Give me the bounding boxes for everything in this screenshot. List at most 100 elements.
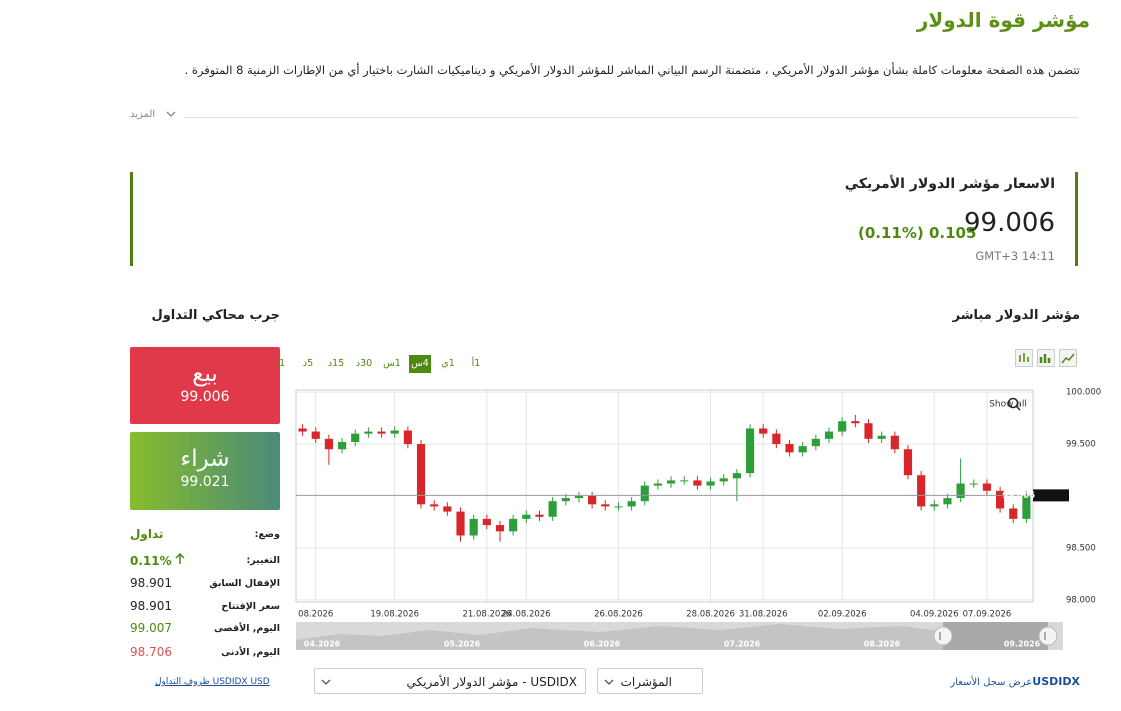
candle-body xyxy=(522,514,531,519)
stat-value: 99.007 xyxy=(130,621,172,635)
more-toggle[interactable]: المزيد xyxy=(130,109,176,120)
candle-body xyxy=(745,428,755,474)
candle-body xyxy=(943,498,952,505)
candle-body xyxy=(390,430,399,434)
y-tick-label: 99.500 xyxy=(1066,440,1096,450)
stat-label: اليوم, الأقصى xyxy=(213,623,280,634)
chart-type-icons[interactable] xyxy=(1015,349,1077,369)
navigator-label: 08.2026 xyxy=(864,640,901,649)
candle-body xyxy=(667,480,676,484)
candle-body xyxy=(377,431,386,434)
candle-body xyxy=(838,421,847,432)
buy-price: 99.021 xyxy=(180,474,230,490)
candle-body xyxy=(298,428,307,432)
candle-body xyxy=(824,431,834,439)
candle-body xyxy=(351,433,360,442)
candle-body xyxy=(917,475,926,507)
navigator-handle[interactable] xyxy=(933,626,953,646)
candle-body xyxy=(956,483,965,499)
candle-body xyxy=(930,504,939,507)
up-arrow xyxy=(175,552,185,564)
category-select[interactable]: المؤشرات xyxy=(597,668,703,694)
history-label: عرض سجل الأسعار xyxy=(950,677,1033,688)
candle-body xyxy=(719,478,728,482)
navigator-label: 04.2026 xyxy=(304,640,341,649)
candle-body xyxy=(403,430,412,445)
navigator-handle[interactable] xyxy=(1038,626,1058,646)
candle-body xyxy=(456,511,465,536)
category-label: المؤشرات xyxy=(620,675,672,689)
x-tick-label: 31.08.2026 xyxy=(739,610,788,620)
stat-row: سعر الإفتتاح 98.901 xyxy=(130,599,280,619)
candle-body xyxy=(903,449,913,476)
chevron xyxy=(604,679,614,685)
candle-body xyxy=(601,504,610,507)
candle-body xyxy=(996,490,1005,509)
buy-button[interactable]: شراء 99.021 xyxy=(130,432,280,510)
stat-label: الإقفال السابق xyxy=(209,578,280,589)
x-tick-label: 07.09.2026 xyxy=(963,610,1012,620)
timeframe-button[interactable]: 1ي xyxy=(441,358,455,369)
history-link[interactable]: USDIDXعرض سجل الأسعار xyxy=(950,675,1080,688)
candle-body xyxy=(443,506,452,512)
x-tick-label: 02.09.2026 xyxy=(818,610,867,620)
stat-value: 98.706 xyxy=(130,645,172,659)
last-price-label: 99.006 xyxy=(1002,491,1035,501)
candle-body xyxy=(640,485,649,502)
stat-label: التغيير: xyxy=(246,555,280,566)
stat-label: سعر الإفتتاح xyxy=(221,601,280,612)
candle-body xyxy=(469,518,478,536)
candle-body xyxy=(614,506,623,508)
stat-value: 98.901 xyxy=(130,576,172,590)
timeframe-button[interactable]: 1أ xyxy=(471,358,481,369)
candle-body xyxy=(732,473,741,479)
stat-row: وضع: تداول xyxy=(130,527,280,547)
candle-body xyxy=(864,423,873,439)
candle-body xyxy=(969,483,978,485)
navigator-label: 06.2026 xyxy=(584,640,621,649)
candle-body xyxy=(324,438,333,450)
timeframe-button[interactable]: 15د xyxy=(327,358,345,369)
page-title: مؤشر قوة الدولار xyxy=(916,8,1090,32)
sell-button[interactable]: بيع 99.006 xyxy=(130,347,280,424)
stat-row: اليوم, الأقصى 99.007 xyxy=(130,621,280,641)
stat-value: 98.901 xyxy=(130,599,172,613)
x-tick-label: 28.08.2026 xyxy=(686,610,735,620)
quote-box: الاسعار مؤشر الدولار الأمريكي 99.006 (0.… xyxy=(130,172,1078,266)
candle-body xyxy=(430,504,439,507)
candle-body xyxy=(1022,495,1031,519)
stat-label: وضع: xyxy=(254,529,280,540)
candle-body xyxy=(416,444,426,505)
x-tick-label: 24.08.2026 xyxy=(502,610,551,620)
candle-body xyxy=(759,428,768,434)
timeframe-button[interactable]: 1س xyxy=(383,358,401,369)
x-tick-label: 08.2026 xyxy=(298,610,333,620)
instrument-select[interactable]: USDIDX - مؤشر الدولار الأمريكي xyxy=(314,668,586,694)
candle-body xyxy=(482,518,491,526)
navigator-window xyxy=(943,622,1048,650)
timeframe-button[interactable]: 30د xyxy=(355,358,373,369)
change-value: 0.105 xyxy=(928,224,977,242)
timeframe-button[interactable]: 5د xyxy=(302,358,314,369)
timeframes: 1أ 1ي 4س 1س 30د 15د 5د 1د xyxy=(263,351,487,373)
candle-body xyxy=(1009,508,1018,519)
candle-body xyxy=(509,518,518,532)
navigator-label: 05.2026 xyxy=(444,640,481,649)
candle-body xyxy=(877,435,886,439)
candle-body xyxy=(706,481,715,486)
divider xyxy=(185,117,1078,118)
stat-label: اليوم, الأدنى xyxy=(221,647,280,658)
quote-title: الاسعار مؤشر الدولار الأمريكي xyxy=(844,176,1055,192)
timeframe-button[interactable]: 1د xyxy=(274,358,286,369)
x-tick-label: 26.08.2026 xyxy=(594,610,643,620)
description: تتضمن هذه الصفحة معلومات كاملة بشأن مؤشر… xyxy=(184,63,1080,77)
quote-change: (0.11%) 0.105 xyxy=(858,224,976,242)
conditions-link[interactable]: USDIDX USD ظروف التداول xyxy=(155,677,270,687)
zoom-icon xyxy=(1015,405,1021,411)
buy-label: شراء xyxy=(180,446,230,472)
candle-body xyxy=(653,483,662,486)
timeframe-button[interactable]: 4س xyxy=(409,355,431,373)
candle-body xyxy=(798,446,807,453)
